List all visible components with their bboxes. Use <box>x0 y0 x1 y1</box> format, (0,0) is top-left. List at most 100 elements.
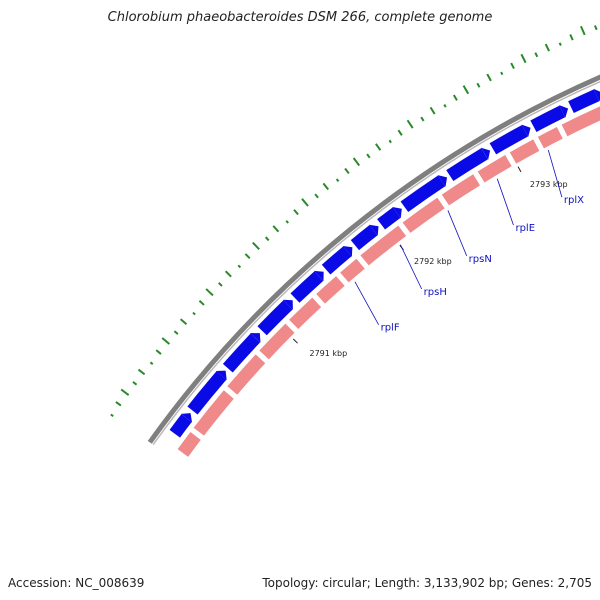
forward-gene-block <box>222 333 261 373</box>
gc-content-mark <box>476 82 481 88</box>
forward-gene-block <box>169 414 192 438</box>
forward-gene-arrowhead <box>250 333 261 343</box>
forward-gene-arrowhead <box>593 88 600 102</box>
forward-gene-arrowhead <box>521 124 531 137</box>
forward-gene-block <box>290 271 324 303</box>
gc-content-mark <box>224 270 232 278</box>
reverse-gene-block <box>509 139 540 164</box>
accession-label: Accession: NC_008639 <box>8 576 145 590</box>
gc-content-mark <box>155 349 162 355</box>
gc-content-mark <box>429 106 436 115</box>
gc-content-mark <box>244 253 251 260</box>
gene-label: rpsH <box>424 287 447 298</box>
gene-leader-line <box>354 281 379 325</box>
gc-content-mark <box>132 381 138 386</box>
reverse-gene-block <box>360 225 407 266</box>
gene-leader-line <box>547 149 563 198</box>
gc-content-mark <box>510 62 515 70</box>
forward-gene-arrowhead <box>314 270 324 282</box>
gc-content-mark <box>452 94 458 101</box>
gc-content-mark <box>252 241 260 251</box>
gc-content-mark <box>322 182 330 191</box>
gc-content-mark <box>217 282 223 287</box>
gc-content-mark <box>161 337 171 345</box>
reverse-gene-block <box>227 354 266 395</box>
forward-gene-block <box>350 225 378 251</box>
forward-gene-arrowhead <box>437 175 448 187</box>
gc-content-mark <box>375 143 382 151</box>
reverse-gene-block <box>537 126 563 149</box>
forward-gene-arrowhead <box>216 370 227 381</box>
gene-leader-line <box>496 178 514 226</box>
forward-gene-arrowhead <box>342 245 353 257</box>
gc-content-mark <box>272 225 280 233</box>
gc-content-mark <box>486 73 492 82</box>
gc-content-mark <box>593 25 598 31</box>
gc-content-mark <box>397 129 403 136</box>
reverse-gene-block <box>193 390 234 436</box>
gc-content-mark <box>173 330 179 335</box>
reverse-gene-block <box>177 431 201 457</box>
reverse-gene-block <box>259 323 295 360</box>
forward-gene-block <box>377 207 401 230</box>
tick-label: 2792 kbp <box>414 257 452 266</box>
forward-gene-arrowhead <box>283 299 293 310</box>
gene-leader-line <box>400 244 423 290</box>
gc-content-mark <box>179 318 188 326</box>
forward-gene-arrowhead <box>181 413 193 423</box>
reverse-gene-block <box>289 297 322 330</box>
gc-content-mark <box>352 157 361 167</box>
gc-content-mark <box>198 299 205 306</box>
gc-content-mark <box>558 42 562 46</box>
gc-content-mark <box>520 53 527 64</box>
gc-content-mark <box>192 311 196 316</box>
forward-gene-block <box>568 89 600 113</box>
forward-gene-block <box>187 371 227 415</box>
gene-label: rplE <box>515 223 535 234</box>
gc-content-mark <box>335 178 340 183</box>
gene-leader-line <box>447 210 468 256</box>
gc-content-mark <box>388 139 392 144</box>
gene-label: rplF <box>381 323 400 334</box>
tick-label: 2793 kbp <box>530 180 568 189</box>
gc-content-mark <box>344 167 350 175</box>
gc-content-mark <box>120 388 130 396</box>
gc-content-mark <box>569 34 574 41</box>
gc-content-mark <box>443 104 447 108</box>
reverse-gene-block <box>340 258 365 283</box>
gene-label: rplX <box>564 195 584 206</box>
forward-gene-arrowhead <box>369 224 379 236</box>
gc-content-mark <box>301 198 309 207</box>
topology-label: Topology: circular; Length: 3,133,902 bp… <box>262 576 592 590</box>
reverse-gene-block <box>402 197 445 233</box>
reverse-gene-block <box>561 106 600 137</box>
reverse-gene-block <box>441 174 481 206</box>
gc-content-mark <box>406 119 414 129</box>
gc-content-mark <box>500 71 504 76</box>
gc-content-mark <box>544 43 550 52</box>
gc-content-mark <box>110 413 114 417</box>
gene-label: rpsN <box>469 254 492 265</box>
gc-content-mark <box>314 193 319 199</box>
gc-content-mark <box>237 264 242 269</box>
gc-content-mark <box>293 209 299 216</box>
gc-content-mark <box>580 25 586 36</box>
tick-mark <box>517 166 522 173</box>
gc-content-mark <box>205 288 214 297</box>
gc-content-mark <box>366 153 371 159</box>
tick-mark <box>292 338 298 344</box>
forward-gene-arrowhead <box>392 206 402 219</box>
gc-content-mark <box>534 52 539 58</box>
forward-gene-block <box>530 105 566 132</box>
gc-content-mark <box>264 236 270 242</box>
tick-label: 2791 kbp <box>309 349 347 358</box>
genome-backbone-inner <box>152 80 600 446</box>
map-title: Chlorobium phaeobacteroides DSM 266, com… <box>107 10 493 25</box>
forward-gene-block <box>257 300 293 336</box>
forward-gene-block <box>400 175 446 213</box>
forward-gene-block <box>489 125 528 155</box>
gc-content-mark <box>285 220 289 224</box>
forward-gene-arrowhead <box>559 105 569 118</box>
